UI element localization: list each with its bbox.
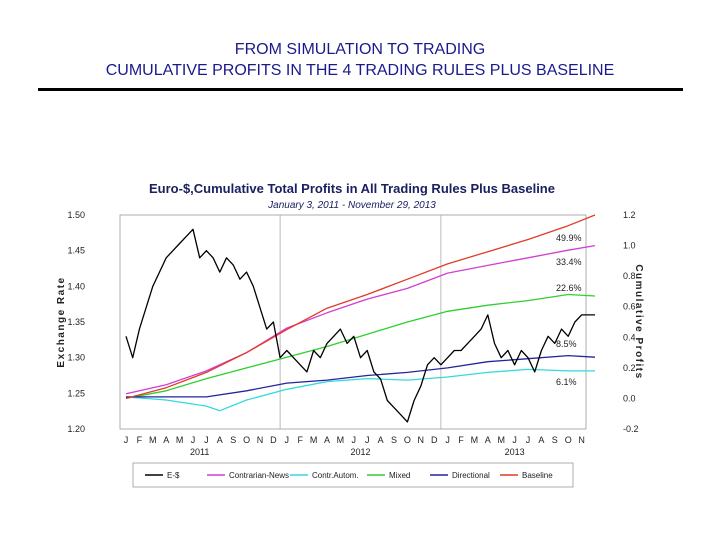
slide-title-line-2: CUMULATIVE PROFITS IN THE 4 TRADING RULE… <box>105 62 615 79</box>
grid <box>279 215 442 429</box>
y-right-tick-label: 0.0 <box>623 393 636 403</box>
x-tick-label: N <box>257 435 264 445</box>
x-tick-label: A <box>485 435 491 445</box>
y-left-tick-label: 1.20 <box>67 424 85 434</box>
y-axis-right-label: Cumulative Profits <box>633 264 644 379</box>
chart-title: Euro-$,Cumulative Total Profits in All T… <box>149 181 555 196</box>
y-left-tick-label: 1.40 <box>67 281 85 291</box>
title-divider <box>38 88 683 91</box>
legend-box <box>132 462 574 488</box>
x-tick-label: J <box>445 435 450 445</box>
x-tick-label: S <box>391 435 397 445</box>
x-tick-label: M <box>337 435 345 445</box>
slide-title-line-1: FROM SIMULATION TO TRADING <box>234 41 486 58</box>
y-axis-left-label: Exchange Rate <box>56 276 67 367</box>
annotation-baseline: 49.9% <box>556 233 582 243</box>
y-right-tick-label: 0.8 <box>623 271 636 281</box>
x-tick-label: N <box>578 435 585 445</box>
y-right-tick-label: 0.4 <box>623 332 636 342</box>
x-year-label: 2013 <box>505 447 525 457</box>
x-tick-label: S <box>552 435 558 445</box>
series-line-baseline <box>125 214 596 400</box>
y-right-tick-label: 1.0 <box>623 241 636 251</box>
x-tick-label: J <box>526 435 531 445</box>
series-line-e <box>125 228 595 423</box>
x-tick-label: M <box>310 435 318 445</box>
legend-label: Directional <box>452 471 490 480</box>
y-right-tick-label: 0.6 <box>623 302 636 312</box>
x-tick-label: O <box>404 435 411 445</box>
legend-label: Mixed <box>389 471 410 480</box>
x-tick-label: J <box>285 435 290 445</box>
x-tick-label: J <box>204 435 209 445</box>
x-tick-label: M <box>497 435 505 445</box>
x-tick-label: M <box>149 435 157 445</box>
chart-subtitle: January 3, 2011 - November 29, 2013 <box>267 200 436 211</box>
x-tick-label: A <box>538 435 544 445</box>
x-tick-label: F <box>137 435 143 445</box>
x-tick-label: J <box>191 435 196 445</box>
annotation-contr-autom: 6.1% <box>556 377 577 387</box>
x-tick-label: O <box>565 435 572 445</box>
x-tick-label: M <box>471 435 479 445</box>
x-tick-label: F <box>458 435 464 445</box>
y-left-tick-label: 1.35 <box>67 317 85 327</box>
legend-label: Contr.Autom. <box>312 471 359 480</box>
plot-frame <box>119 214 587 430</box>
x-tick-label: A <box>217 435 223 445</box>
y-left-tick-label: 1.30 <box>67 353 85 363</box>
x-tick-label: N <box>418 435 425 445</box>
x-tick-label: J <box>512 435 517 445</box>
x-tick-label: D <box>270 435 277 445</box>
annotation-contrarian: 33.4% <box>556 257 582 267</box>
legend-label: E-$ <box>167 471 180 480</box>
axes: 1.50 1.45 1.40 1.35 1.30 1.25 1.20 1.2 1.0 0.8 0.6… <box>67 210 638 457</box>
x-tick-label: A <box>378 435 384 445</box>
annotation-mixed: 22.6% <box>556 283 582 293</box>
x-tick-label: J <box>365 435 370 445</box>
y-left-tick-label: 1.50 <box>67 210 85 220</box>
x-tick-label: S <box>230 435 236 445</box>
legend: E-$ Contrarian-News Contr.Autom. Mixed Direc… <box>132 462 574 488</box>
series-line-mixed <box>125 293 596 400</box>
x-year-label: 2012 <box>350 447 370 457</box>
y-right-tick-label: 0.2 <box>623 363 636 373</box>
x-tick-label: A <box>324 435 330 445</box>
series-line-contrarian-news <box>125 244 596 395</box>
x-year-label: 2011 <box>190 447 209 457</box>
legend-label: Baseline <box>522 471 553 480</box>
y-right-tick-label: 1.2 <box>623 210 636 220</box>
x-tick-label: A <box>163 435 169 445</box>
x-tick-label: J <box>352 435 357 445</box>
x-tick-label: D <box>431 435 438 445</box>
x-tick-label: J <box>124 435 129 445</box>
y-left-tick-label: 1.45 <box>67 246 85 256</box>
x-tick-label: M <box>176 435 184 445</box>
series-layer <box>125 214 596 423</box>
series-line-contr-autom <box>125 368 595 412</box>
legend-label: Contrarian-News <box>229 471 289 480</box>
x-tick-label: F <box>297 435 303 445</box>
y-left-tick-label: 1.25 <box>67 388 85 398</box>
y-right-tick-label: -0.2 <box>623 424 639 434</box>
x-tick-label: O <box>243 435 250 445</box>
annotation-directional: 8.5% <box>556 339 577 349</box>
